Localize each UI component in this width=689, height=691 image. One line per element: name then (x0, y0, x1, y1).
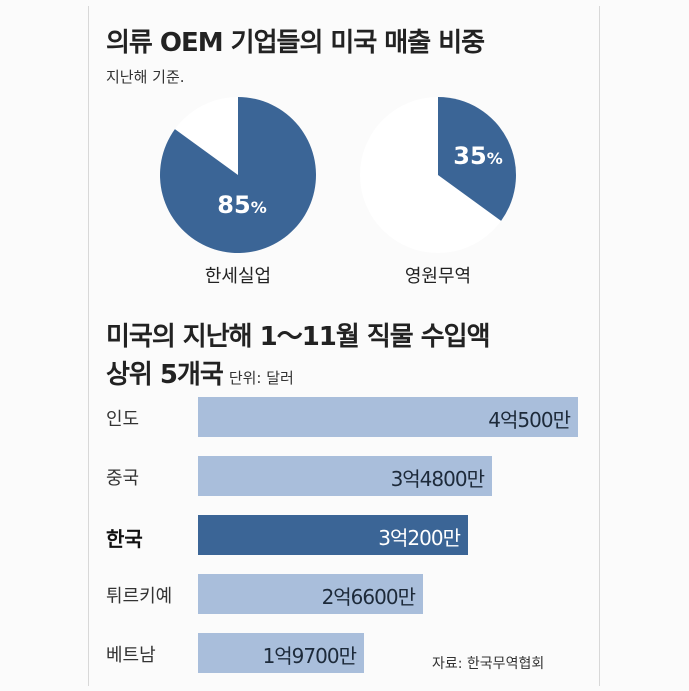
bar-value-india: 4억500만 (488, 408, 571, 432)
pie-youngone-percent: 35% (453, 142, 502, 170)
bar-china: 3억4800만 (198, 456, 492, 496)
bar-chart-title-line1: 미국의 지난해 1～11월 직물 수입액 (106, 322, 491, 352)
bar-chart-title-line2: 상위 5개국 (106, 360, 224, 390)
pie-hansae-percent: 85% (217, 191, 266, 219)
pie-hansae-percent-value: 85 (217, 191, 251, 219)
pie-youngone-label: 영원무역 (404, 266, 472, 287)
bar-value-vietnam: 1억9700만 (262, 644, 357, 668)
pie-hansae-percent-unit: % (250, 198, 267, 217)
bar-value-korea: 3억200만 (378, 526, 461, 550)
bar-korea: 3억200만 (198, 515, 468, 555)
bar-row-india: 인도 4억500만 (0, 397, 689, 437)
bar-category-china: 중국 (106, 468, 140, 489)
pie-chart-subtitle: 지난해 기준. (106, 68, 185, 86)
pie-chart-title: 의류 OEM 기업들의 미국 매출 비중 (106, 28, 485, 58)
bar-vietnam: 1억9700만 (198, 633, 364, 673)
bar-chart-title: 미국의 지난해 1～11월 직물 수입액 상위 5개국 단위: 달러 (106, 318, 491, 397)
bar-chart-unit-note: 단위: 달러 (228, 369, 294, 387)
pie-hansae-label: 한세실업 (204, 266, 272, 287)
pie-hansae (160, 97, 317, 253)
pie-charts (160, 97, 516, 253)
bar-value-china: 3억4800만 (390, 467, 485, 491)
pie-youngone (360, 97, 516, 253)
bar-india: 4억500만 (198, 397, 578, 437)
bar-row-vietnam: 베트남 1억9700만 (0, 633, 689, 673)
bar-chart-title-line2-wrap: 상위 5개국 단위: 달러 (106, 356, 490, 397)
bar-category-korea: 한국 (106, 527, 143, 551)
pie-youngone-percent-unit: % (486, 149, 503, 168)
bar-turkiye: 2억6600만 (198, 574, 423, 614)
pie-youngone-slice (438, 97, 516, 221)
bar-row-china: 중국 3억4800만 (0, 456, 689, 496)
source-note: 자료: 한국무역협회 (432, 656, 545, 672)
bar-category-india: 인도 (106, 409, 140, 430)
pie-hansae-slice (160, 97, 317, 253)
pie-youngone-percent-value: 35 (453, 142, 487, 170)
bar-row-korea: 한국 3억200만 (0, 515, 689, 555)
bar-category-turkiye: 튀르키예 (106, 586, 173, 607)
bar-row-turkiye: 튀르키예 2억6600만 (0, 574, 689, 614)
bar-category-vietnam: 베트남 (106, 645, 156, 666)
bar-value-turkiye: 2억6600만 (321, 585, 416, 609)
chart-frame (88, 6, 600, 686)
